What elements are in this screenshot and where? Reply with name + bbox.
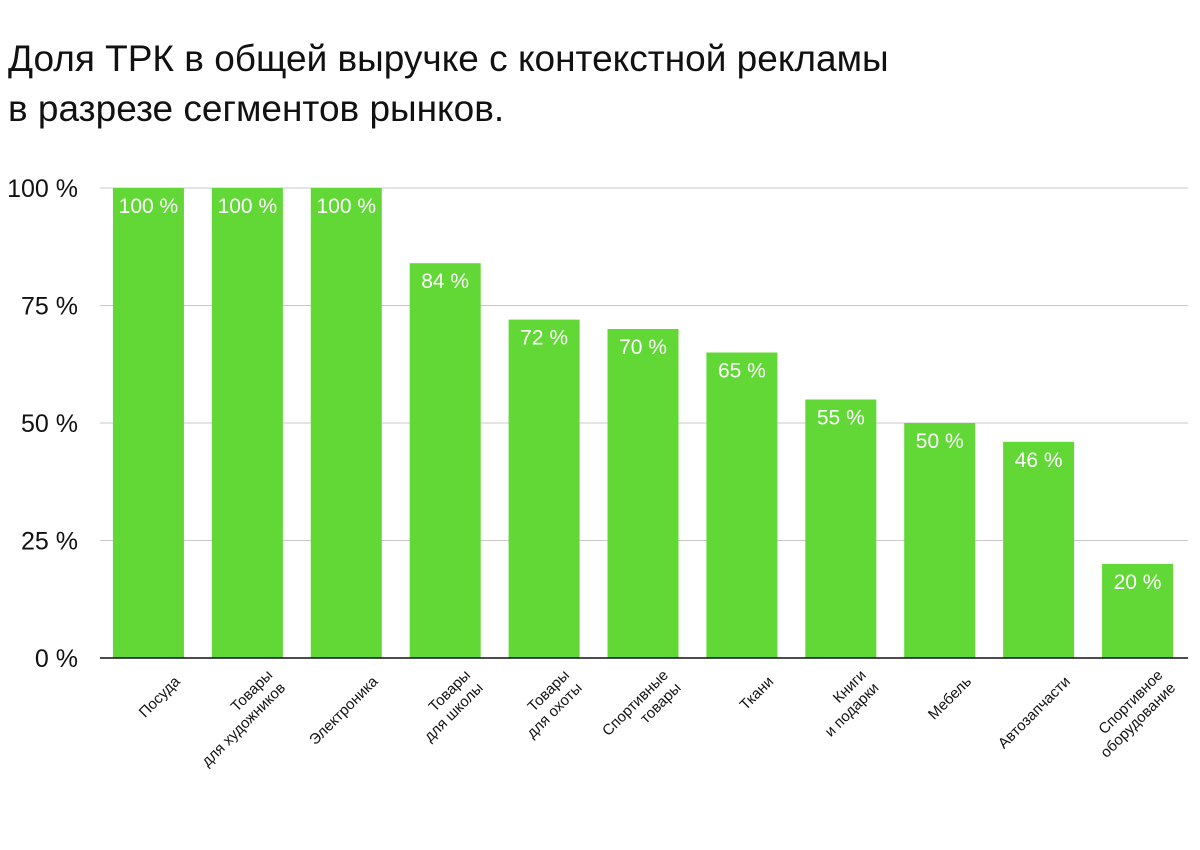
bar [805, 399, 877, 658]
x-tick-label: Товарыдля школы [408, 667, 487, 746]
bar [1102, 564, 1174, 658]
y-tick-label: 25 % [21, 528, 78, 556]
value-label: 100 % [218, 195, 278, 218]
x-tick-label: Посуда [136, 673, 184, 721]
y-tick-label: 75 % [21, 293, 78, 321]
x-tick-label: Электроника [306, 673, 382, 749]
bar [607, 329, 679, 658]
bar [409, 263, 481, 658]
x-tick-label-line: Мебель [925, 673, 975, 723]
bar [310, 188, 382, 658]
y-tick-label: 100 % [7, 175, 78, 203]
y-tick-label: 0 % [35, 645, 78, 673]
y-tick-label: 50 % [21, 410, 78, 438]
bar [211, 188, 283, 658]
x-tick-label: Мебель [925, 673, 975, 723]
x-tick-label-line: Ткани [737, 673, 778, 714]
x-tick-label-line: Электроника [306, 673, 382, 749]
value-label: 70 % [619, 336, 667, 359]
bar [706, 352, 778, 658]
chart-title: Доля ТРК в общей выручке с контекстной р… [8, 34, 1108, 134]
bar [1003, 441, 1075, 658]
bar [112, 188, 184, 658]
x-tick-label-line: Автозапчасти [995, 673, 1074, 752]
x-tick-label-line: Посуда [136, 673, 184, 721]
value-label: 20 % [1114, 571, 1162, 594]
value-label: 50 % [916, 430, 964, 453]
x-tick-label: Товарыдля охоты [511, 667, 586, 742]
value-label: 84 % [421, 270, 469, 293]
value-label: 100 % [316, 195, 376, 218]
x-tick-label: Товарыдля художников [186, 667, 289, 770]
x-tick-label: Ткани [737, 673, 778, 714]
value-label: 65 % [718, 360, 766, 383]
value-label: 46 % [1015, 449, 1063, 472]
bar [508, 319, 580, 658]
value-label: 100 % [119, 195, 179, 218]
x-tick-label: Автозапчасти [995, 673, 1074, 752]
value-label: 55 % [817, 407, 865, 430]
value-label: 72 % [520, 327, 568, 350]
chart-title-line-2: в разрезе сегментов рынков. [8, 88, 505, 129]
x-tick-label: Спортивныетовары [599, 667, 685, 753]
chart-title-line-1: Доля ТРК в общей выручке с контекстной р… [8, 38, 889, 79]
bar [904, 423, 976, 658]
x-tick-label: Книгии подарки [809, 667, 883, 741]
x-tick-label: Спортивноеоборудование [1085, 667, 1180, 762]
